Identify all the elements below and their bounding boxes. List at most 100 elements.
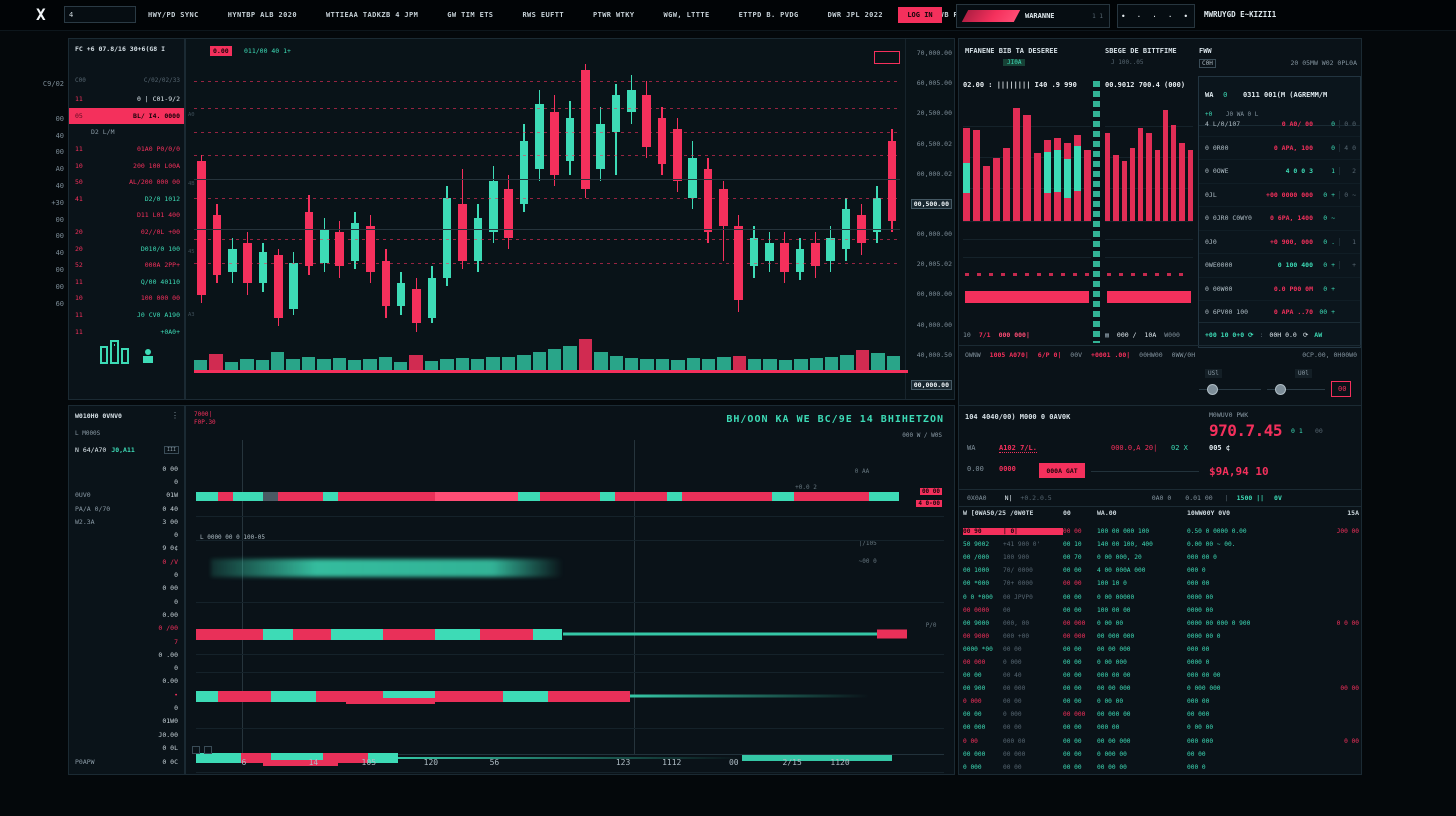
details-foot-a[interactable]: +00 10 0+0 ⟳	[1205, 331, 1254, 339]
menu-item-0[interactable]: HWY/PD SYNC	[148, 11, 199, 19]
details-row[interactable]: 4 L/0/107 0 A0/ 00 0 0 0	[1199, 113, 1360, 137]
positions-row[interactable]: •	[75, 688, 178, 701]
details-row[interactable]: 0 0JR0 C0WY0 0 6PA, 1400 0 ~	[1199, 207, 1360, 231]
watchlist-row[interactable]: 11 +0A0+	[69, 323, 184, 340]
menu-item-1[interactable]: HYNTBP ALB 2020	[227, 11, 297, 19]
toolbar-f[interactable]: 1500 ||	[1236, 494, 1265, 502]
table-row[interactable]: 00 9000 000, 00 00 000 0 00 00 0000 00 000 0…	[963, 617, 1359, 630]
table-row[interactable]: 00 *000 70+ 0000 00 00 100 10 0 000 00	[963, 577, 1359, 590]
positions-row[interactable]: 7	[75, 635, 178, 648]
table-row[interactable]: 00 00 0 000 00 000 00 000 00 00 000	[963, 708, 1359, 721]
app-logo[interactable]: X	[36, 5, 46, 24]
positions-row[interactable]: W2.3A 3 00	[75, 515, 178, 528]
slider-1-track[interactable]	[1199, 389, 1261, 390]
table-row[interactable]: 00 000 00 00 00 00 000 00 0 00 00	[963, 721, 1359, 734]
th-last[interactable]: 15A	[1347, 509, 1359, 517]
positions-row[interactable]: 0.00	[75, 675, 178, 688]
watchlist-row[interactable]: D2 L/M	[69, 124, 184, 141]
refresh-icon[interactable]: ⟳	[1302, 331, 1309, 339]
watchlist-row[interactable]: 50 AL/200 000 00	[69, 174, 184, 191]
watchlist-row[interactable]: 20 02//0L +00	[69, 224, 184, 241]
watchlist-row[interactable]: 20 D010/0 100	[69, 240, 184, 257]
watchlist-row[interactable]: 11 Q/00 40110	[69, 274, 184, 291]
table-row[interactable]: 00 /000 100 900 00 70 0 00 000, 20 000 00 0	[963, 551, 1359, 564]
details-row[interactable]: 0JL +00 0000 000 0 + 0 ~	[1199, 184, 1360, 207]
table-row[interactable]: 0 000 00 00 00 00 00 00 00 000 0	[963, 761, 1359, 774]
place-order-button[interactable]: 000A GAT	[1039, 463, 1085, 478]
watchlist-row[interactable]: 52 000A 2PP+	[69, 257, 184, 274]
positions-row[interactable]: 9 0¢	[75, 542, 178, 555]
th-qty[interactable]: 00	[1063, 509, 1071, 517]
details-row[interactable]: 0 6PV00 100 0 APA ..70 00 +	[1199, 301, 1360, 321]
menu-item-3[interactable]: GW TIM ETS	[447, 11, 494, 19]
details-row[interactable]: 0J0 +0 900, 000 0 . 1	[1199, 231, 1360, 254]
toolbar-input-value[interactable]: +0.2.0.5	[1020, 494, 1052, 502]
account-widget[interactable]: WARANNE 1 1	[956, 4, 1110, 28]
watchlist-row[interactable]: 11 J0 CV0 A190	[69, 307, 184, 324]
toolbar-label[interactable]: 0X0A0	[967, 494, 987, 502]
table-row[interactable]: 00 0000 00 00 00 100 00 00 0000 00	[963, 604, 1359, 617]
menu-item-4[interactable]: RWS EUFTT	[522, 11, 564, 19]
positions-row[interactable]: 0 /00	[75, 622, 178, 635]
top-search-input[interactable]	[64, 6, 136, 23]
table-row[interactable]: 0000 *00 00 00 00 00 00 00 000 000 00	[963, 643, 1359, 656]
grid-icon[interactable]: ▦	[1105, 331, 1109, 339]
positions-row[interactable]: 0 0L	[75, 741, 178, 754]
positions-row[interactable]: 0UV0 01W	[75, 489, 178, 502]
positions-row[interactable]: 0 .00	[75, 648, 178, 661]
positions-row[interactable]: 0.00	[75, 608, 178, 621]
details-foot-c[interactable]: AW	[1314, 331, 1323, 339]
toolbar-n[interactable]: N|	[1004, 494, 1013, 502]
positions-row[interactable]: 0	[75, 528, 178, 541]
positions-row[interactable]: 0 00	[75, 462, 178, 475]
positions-row[interactable]: 0 /V	[75, 555, 178, 568]
table-row[interactable]: 50 9002 +41 900 0' 00 10 140 00 100, 400 0.0…	[963, 538, 1359, 551]
table-row[interactable]: 00 900 00 000 00 00 00 00 000 0 000 000 00 00	[963, 682, 1359, 695]
th-summary[interactable]: 10WW00Y 0V0	[1187, 509, 1231, 517]
watchlist-row[interactable]: 05 BL/ I4. 0000	[69, 107, 184, 125]
table-row[interactable]: 00 1000 70/ 0000 00 00 4 00 000A 000 000 0	[963, 564, 1359, 577]
login-button[interactable]: LOG IN	[898, 7, 942, 23]
account-label[interactable]: MWRUYGD E~KIZII1	[1204, 10, 1277, 19]
pager-dots[interactable]: • · · · •	[1117, 4, 1195, 28]
details-row[interactable]: 0 0R00 0 APA, 100 0 4 0	[1199, 137, 1360, 160]
watchlist-row[interactable]: 10 200 100 L00A	[69, 157, 184, 174]
positions-row[interactable]: 0	[75, 475, 178, 488]
maximize-icon[interactable]	[874, 51, 900, 64]
toolbar-g[interactable]: 0V	[1274, 494, 1282, 502]
table-row[interactable]: 0 0 *000 00 JPVP0 00 00 0 00 00000 0000 00	[963, 590, 1359, 603]
watchlist-row[interactable]: 41 D2/0 1012	[69, 191, 184, 208]
watchlist-row[interactable]: 10 100 000 00	[69, 290, 184, 307]
positions-row[interactable]: 01W0	[75, 715, 178, 728]
menu-item-2[interactable]: WTTIEAA TADKZB 4 JPM	[325, 11, 419, 19]
positions-row[interactable]: 0	[75, 568, 178, 581]
positions-row[interactable]: 0 00	[75, 582, 178, 595]
kebab-menu-icon[interactable]: ⋮	[171, 411, 179, 420]
slider-1-knob[interactable]	[1207, 384, 1218, 395]
order-symbol[interactable]: A102 7/L.	[999, 444, 1037, 453]
slider-2-knob[interactable]	[1275, 384, 1286, 395]
menu-item-8[interactable]: DWR JPL 2022	[827, 11, 884, 19]
details-row[interactable]: 0 00W00 0.0 P00 0M 0 +	[1199, 278, 1360, 301]
bm-checkbox-2[interactable]	[204, 746, 212, 754]
menu-item-6[interactable]: WGW, LTTTE	[663, 11, 710, 19]
table-row[interactable]: 00 9000 000 +00 00 000 00 000 000 0000 00 0	[963, 630, 1359, 643]
th-symbol[interactable]: W [0WA50/25 /0W0TE	[963, 509, 1034, 517]
positions-row[interactable]: PA/A 0/70 0 40	[75, 502, 178, 515]
table-row[interactable]: 00 00 00 40 00 00 000 00 00 000 00 00	[963, 669, 1359, 682]
table-row[interactable]: 0 00 000 00 00 00 00 00 000 000 000 0 00	[963, 735, 1359, 748]
th-price[interactable]: WA.00	[1097, 509, 1117, 517]
positions-row[interactable]: 0	[75, 701, 178, 714]
menu-item-7[interactable]: ETTPD B. PVDG	[738, 11, 799, 19]
mode-button[interactable]: 00	[1331, 381, 1351, 397]
bm-checkbox-1[interactable]	[192, 746, 200, 754]
table-row[interactable]: 00 90 | 0| 00 00 100 00 000 100 0.50 0 0000 …	[963, 525, 1359, 538]
details-row[interactable]: 0WE0000 0 100 400 0 + +	[1199, 254, 1360, 278]
table-row[interactable]: 00 000 00 000 00 00 0 000 00 00 00	[963, 748, 1359, 761]
positions-row[interactable]: J0.00	[75, 728, 178, 741]
watchlist-row[interactable]: 11 0 | C01-9/2	[69, 91, 184, 108]
table-row[interactable]: 00 000 0 000 00 00 0 00 000 0000 0	[963, 656, 1359, 669]
watchlist-row[interactable]: 11 01A0 P0/0/0	[69, 141, 184, 158]
table-row[interactable]: 0 000 00 00 00 00 0 00 00 000 00	[963, 695, 1359, 708]
